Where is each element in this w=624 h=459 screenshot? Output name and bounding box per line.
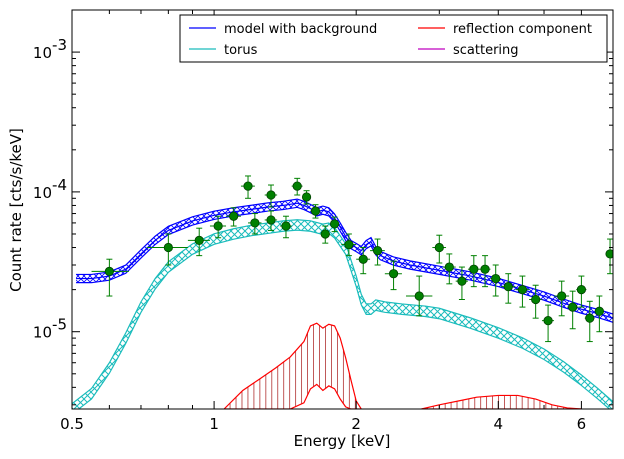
data-point-6 <box>250 218 260 228</box>
data-point-7 <box>266 215 276 225</box>
data-point-34 <box>594 306 604 316</box>
data-point-19 <box>414 291 424 301</box>
data-point-30 <box>557 291 567 301</box>
data-point-18 <box>388 269 399 279</box>
plot-frame <box>71 9 614 410</box>
data-point-2 <box>194 235 204 245</box>
reflection-upper-line-0 <box>223 322 362 409</box>
data-point-27 <box>517 285 528 295</box>
data-point-12 <box>310 206 321 216</box>
model-lower-line <box>76 206 613 323</box>
y-tick-exponent: -5 <box>52 316 67 334</box>
data-point-9 <box>281 221 291 231</box>
data-point-5 <box>243 181 253 191</box>
data-point-17 <box>372 246 383 256</box>
data-point-25 <box>491 273 501 284</box>
x-tick-label: 1 <box>209 415 219 433</box>
torus-lower-line <box>77 229 611 409</box>
model-line <box>76 202 613 319</box>
y-tick-exponent: -4 <box>52 176 67 194</box>
data-point-22 <box>457 276 467 286</box>
data-point-24 <box>480 264 490 274</box>
data-point-16 <box>358 254 368 264</box>
x-tick-label: 4 <box>494 415 504 433</box>
data-point-31 <box>568 302 578 312</box>
reflection-upper-line-1 <box>421 394 582 409</box>
data-point-8 <box>266 190 276 200</box>
model-upper-line <box>76 198 613 315</box>
y-tick-label: 10 <box>33 44 52 62</box>
data-point-26 <box>503 282 513 292</box>
data-point-11 <box>301 192 312 202</box>
reflection-lower-line-0 <box>224 383 362 409</box>
y-axis-label: Count rate [cts/s/keV] <box>7 128 25 292</box>
data-point-0 <box>104 266 114 276</box>
data-point-21 <box>444 262 454 272</box>
legend-label-scattering: scattering <box>453 43 519 58</box>
data-point-32 <box>576 285 586 295</box>
data-point-15 <box>344 239 354 250</box>
data-point-14 <box>329 219 340 229</box>
data-point-4 <box>229 211 239 221</box>
x-axis-label: Energy [keV] <box>294 432 391 450</box>
data-point-3 <box>213 221 223 231</box>
y-tick-label: 10 <box>33 324 52 342</box>
legend-box <box>179 14 608 63</box>
data-point-10 <box>292 181 302 191</box>
legend: model with background torus reflection c… <box>179 14 608 63</box>
y-tick-exponent: -3 <box>52 36 67 54</box>
data-point-13 <box>320 229 330 239</box>
data-point-35 <box>605 249 613 259</box>
data-point-1 <box>163 242 173 253</box>
data-point-28 <box>531 294 541 305</box>
data-point-29 <box>543 316 553 326</box>
x-tick-label: 0.5 <box>60 415 84 433</box>
data-point-33 <box>585 313 595 323</box>
data-point-20 <box>434 242 444 253</box>
y-tick-label: 10 <box>33 184 52 202</box>
data-point-23 <box>469 264 479 274</box>
legend-label-reflection: reflection component <box>453 22 592 37</box>
legend-label-torus: torus <box>224 43 258 58</box>
x-tick-label: 2 <box>351 415 361 433</box>
legend-label-model: model with background <box>224 22 377 37</box>
x-tick-label: 6 <box>577 415 587 433</box>
